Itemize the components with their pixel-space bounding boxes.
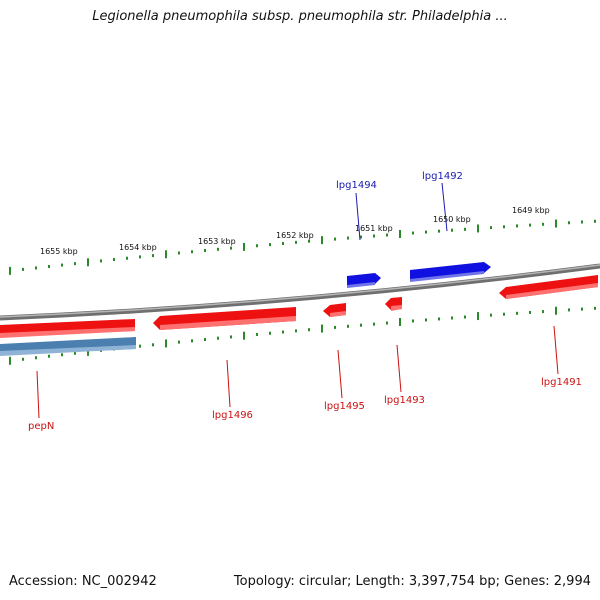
outer-tick-track	[9, 219, 596, 275]
gene-lpg1494[interactable]	[347, 273, 381, 288]
leader-lpg1496	[226, 359, 231, 408]
map-title: Legionella pneumophila subsp. pneumophil…	[92, 9, 508, 24]
scale-label-1652: 1652 kbp	[276, 231, 314, 240]
leader-lpg1492	[441, 182, 448, 232]
genome-backbone-highlight	[0, 264, 600, 318]
inner-tick-track	[9, 306, 596, 365]
label-pepN[interactable]: pepN	[28, 421, 54, 432]
gene-pepN[interactable]	[0, 337, 136, 356]
scale-label-1654: 1654 kbp	[119, 243, 157, 252]
scale-label-1650: 1650 kbp	[433, 215, 471, 224]
gene-lpg1492[interactable]	[410, 262, 491, 282]
accession-label: Accession: NC_002942	[9, 574, 157, 589]
label-lpg1491[interactable]: lpg1491	[541, 377, 582, 388]
leader-lpg1493	[396, 344, 402, 393]
leader-pepN	[36, 370, 40, 419]
gene-red-left-partial[interactable]	[0, 319, 135, 338]
gene-lpg1496[interactable]	[153, 307, 296, 330]
scale-label-1649: 1649 kbp	[512, 206, 550, 215]
scale-label-1653: 1653 kbp	[198, 237, 236, 246]
label-lpg1492[interactable]: lpg1492	[422, 171, 463, 182]
genome-summary: Topology: circular; Length: 3,397,754 bp…	[233, 574, 591, 589]
gene-lpg1495[interactable]	[323, 303, 346, 317]
scale-label-1655: 1655 kbp	[40, 247, 78, 256]
gene-lpg1491[interactable]	[499, 275, 598, 299]
gene-lpg1493[interactable]	[385, 297, 402, 311]
leader-lpg1494	[355, 192, 361, 241]
label-lpg1494[interactable]: lpg1494	[336, 180, 377, 191]
label-lpg1496[interactable]: lpg1496	[212, 410, 253, 421]
leader-lpg1491	[553, 325, 559, 375]
scale-label-1651: 1651 kbp	[355, 224, 393, 233]
genome-backbone	[0, 263, 600, 321]
label-lpg1493[interactable]: lpg1493	[384, 395, 425, 406]
label-lpg1495[interactable]: lpg1495	[324, 401, 365, 412]
leader-lpg1495	[337, 349, 343, 399]
